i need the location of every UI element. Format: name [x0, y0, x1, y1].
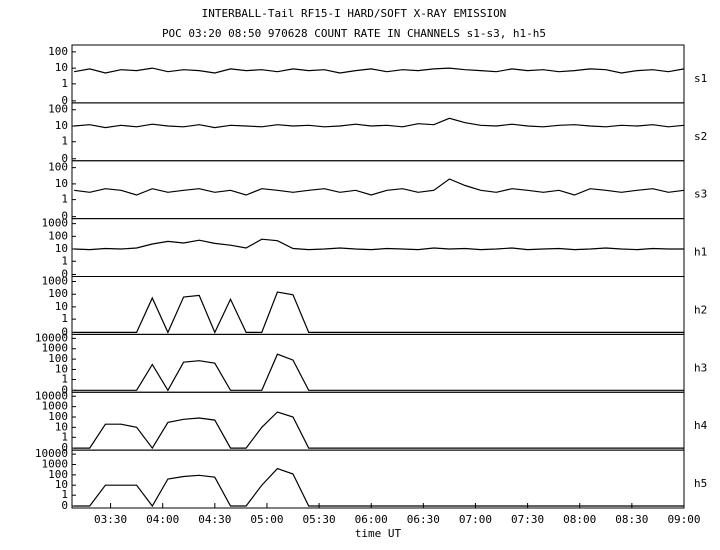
- data-line: [74, 117, 685, 129]
- y-tick-label: 1000: [42, 400, 69, 413]
- y-tick-label: 10000: [35, 389, 68, 402]
- y-tick-label: 1: [61, 312, 68, 325]
- y-tick-label: 1: [61, 372, 68, 385]
- y-tick-label: 1000: [42, 217, 69, 230]
- y-tick-label: 1000: [42, 342, 69, 355]
- y-tick-label: 100: [48, 103, 68, 116]
- y-tick-label: 0: [61, 268, 68, 281]
- panel-label: h1: [694, 246, 707, 259]
- panel-label: h3: [694, 361, 707, 374]
- chart-subtitle: POC 03:20 08:50 970628 COUNT RATE IN CHA…: [162, 27, 546, 40]
- x-tick-label: 05:30: [303, 513, 336, 526]
- y-tick-label: 1: [61, 135, 68, 148]
- y-tick-label: 10: [55, 61, 68, 74]
- data-line: [74, 353, 684, 392]
- y-tick-label: 100: [48, 45, 68, 58]
- y-tick-label: 1000: [42, 275, 69, 288]
- y-tick-label: 100: [48, 161, 68, 174]
- y-tick-label: 10: [55, 478, 68, 491]
- panel-label: h5: [694, 477, 707, 490]
- y-tick-label: 10: [55, 119, 68, 132]
- x-tick-label: 04:00: [146, 513, 179, 526]
- y-tick-label: 100: [48, 410, 68, 423]
- x-tick-label: 09:00: [667, 513, 700, 526]
- x-tick-label: 08:00: [563, 513, 596, 526]
- y-tick-label: 1: [61, 488, 68, 501]
- panel-label: h2: [694, 303, 707, 316]
- x-tick-label: 05:00: [250, 513, 283, 526]
- y-tick-label: 1: [61, 77, 68, 90]
- y-tick-label: 0: [61, 441, 68, 454]
- y-tick-label: 0: [61, 325, 68, 338]
- y-tick-label: 1: [61, 193, 68, 206]
- y-tick-label: 10: [55, 300, 68, 313]
- y-tick-label: 0: [61, 499, 68, 512]
- y-tick-label: 100: [48, 468, 68, 481]
- y-tick-label: 10: [55, 420, 68, 433]
- x-axis-label: time UT: [355, 527, 402, 540]
- x-tick-label: 08:30: [615, 513, 648, 526]
- data-line: [74, 238, 684, 251]
- x-tick-label: 04:30: [198, 513, 231, 526]
- y-tick-label: 10000: [35, 331, 68, 344]
- y-tick-label: 0: [61, 383, 68, 396]
- x-tick-label: 03:30: [94, 513, 127, 526]
- chart-title: INTERBALL-Tail RF15-I HARD/SOFT X-RAY EM…: [202, 7, 507, 20]
- y-tick-label: 1: [61, 430, 68, 443]
- panel-frame: [71, 449, 685, 509]
- y-tick-label: 1000: [42, 457, 69, 470]
- data-line: [74, 467, 684, 508]
- x-tick-label: 07:00: [459, 513, 492, 526]
- y-tick-label: 100: [48, 229, 68, 242]
- y-tick-label: 0: [61, 94, 68, 107]
- y-tick-label: 10: [55, 177, 68, 190]
- data-line: [74, 178, 685, 196]
- y-tick-label: 0: [61, 210, 68, 223]
- y-tick-label: 0: [61, 152, 68, 165]
- y-tick-label: 10: [55, 362, 68, 375]
- panel-label: s2: [694, 130, 707, 143]
- x-tick-label: 06:30: [407, 513, 440, 526]
- data-line: [73, 67, 685, 74]
- panel-label: h4: [694, 419, 708, 432]
- x-tick-label: 07:30: [511, 513, 544, 526]
- y-tick-label: 1: [61, 254, 68, 267]
- y-tick-label: 10: [55, 242, 68, 255]
- y-tick-label: 10000: [35, 447, 68, 460]
- y-tick-label: 100: [48, 287, 68, 300]
- data-line: [74, 411, 684, 450]
- y-tick-label: 100: [48, 352, 68, 365]
- data-line: [74, 291, 684, 334]
- x-tick-label: 06:00: [355, 513, 388, 526]
- panel-label: s1: [694, 72, 707, 85]
- panel-label: s3: [694, 188, 707, 201]
